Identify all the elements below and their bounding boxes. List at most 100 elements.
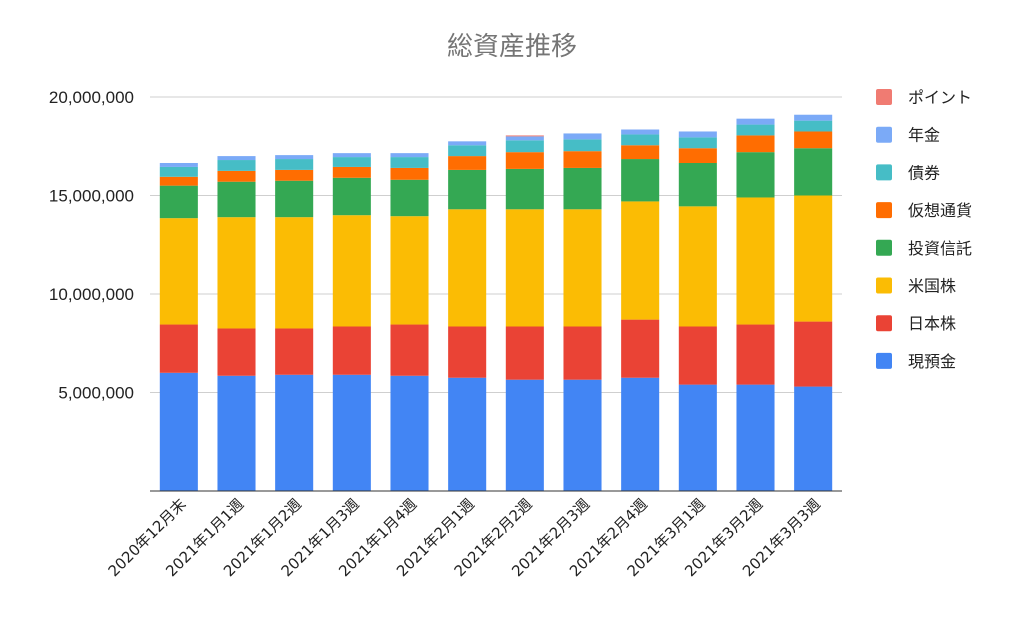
legend-label: 現預金: [908, 352, 956, 371]
bar-segment: [217, 217, 256, 329]
bar-segment: [794, 321, 833, 387]
bar-segment: [448, 209, 487, 327]
bar-segment: [159, 218, 198, 325]
bar-segment: [505, 168, 544, 210]
bar-segment: [217, 170, 256, 182]
bar-segment: [621, 377, 660, 491]
bar-segment: [505, 140, 544, 153]
bar-segment: [448, 156, 487, 170]
bar-segment: [736, 118, 775, 125]
chart-title: 総資産推移: [447, 32, 577, 62]
bar-segment: [448, 377, 487, 491]
bar-segment: [217, 328, 256, 376]
bar-segment: [332, 157, 371, 167]
bars: [150, 114, 842, 492]
bar-segment: [678, 162, 717, 207]
bar-segment: [505, 379, 544, 491]
bar-segment: [159, 324, 198, 373]
bar-segment: [390, 179, 429, 217]
bar-segment: [332, 153, 371, 158]
bar-segment: [563, 379, 602, 491]
bar-segment: [390, 157, 429, 168]
bar-segment: [390, 216, 429, 325]
x-axis-ticks: 2020年12月末2021年1月1週2021年1月2週2021年1月3週2021…: [105, 495, 824, 580]
bar-segment: [332, 326, 371, 375]
bar-segment: [736, 152, 775, 198]
bar-segment: [448, 145, 487, 157]
bar-segment: [621, 159, 660, 202]
bar-segment: [794, 195, 833, 322]
bar-segment: [621, 201, 660, 320]
legend-swatch: [876, 202, 892, 219]
bar-segment: [275, 155, 314, 160]
bar-segment: [332, 215, 371, 327]
bar-segment: [563, 139, 602, 152]
legend-label: 仮想通貨: [908, 201, 972, 220]
bar-segment: [678, 206, 717, 327]
bar-segment: [448, 326, 487, 378]
bar-segment: [332, 166, 371, 178]
legend-swatch: [876, 239, 892, 256]
bar-segment: [678, 326, 717, 385]
bar-segment: [736, 324, 775, 385]
bar-segment: [794, 131, 833, 149]
bar-segment: [678, 137, 717, 149]
bar-segment: [563, 151, 602, 168]
bar-segment: [505, 209, 544, 327]
bar-segment: [621, 319, 660, 378]
bar-segment: [505, 136, 544, 141]
bar-segment: [390, 375, 429, 491]
legend-swatch: [876, 315, 892, 332]
gridlines: [150, 96, 842, 393]
legend-label: 年金: [908, 126, 940, 145]
legend-label: 債券: [908, 163, 940, 182]
bar-segment: [448, 169, 487, 210]
legend-label: 米国株: [908, 277, 956, 296]
bar-segment: [678, 131, 717, 138]
bar-segment: [505, 135, 544, 137]
y-axis-ticks: 5,000,000 10,000,000 15,000,000 20,000,000: [49, 88, 134, 403]
bar-segment: [794, 120, 833, 132]
bar-segment: [563, 167, 602, 210]
bar-segment: [390, 153, 429, 158]
legend-label: ポイント: [908, 88, 972, 107]
legend-swatch: [876, 277, 892, 294]
bar-segment: [678, 384, 717, 491]
bar-segment: [275, 169, 314, 181]
bar-segment: [736, 135, 775, 153]
y-tick-label: 10,000,000: [49, 285, 134, 304]
bar-segment: [217, 156, 256, 161]
bar-segment: [275, 159, 314, 170]
bar-segment: [159, 162, 198, 167]
bar-segment: [217, 160, 256, 171]
bar-segment: [159, 166, 198, 177]
bar-segment: [275, 374, 314, 491]
bar-segment: [736, 384, 775, 491]
bar-segment: [794, 114, 833, 121]
y-tick-label: 5,000,000: [58, 384, 134, 403]
legend-label: 日本株: [908, 314, 956, 333]
bar-segment: [448, 141, 487, 146]
bar-segment: [794, 148, 833, 196]
bar-segment: [159, 372, 198, 491]
bar-segment: [332, 177, 371, 216]
bar-segment: [621, 134, 660, 146]
bar-segment: [563, 209, 602, 327]
legend-swatch: [876, 352, 892, 369]
bar-segment: [563, 326, 602, 380]
bar-segment: [159, 176, 198, 186]
bar-segment: [678, 148, 717, 163]
bar-segment: [275, 217, 314, 329]
bar-segment: [159, 185, 198, 219]
legend-swatch: [876, 164, 892, 181]
y-tick-label: 20,000,000: [49, 88, 134, 107]
legend-label: 投資信託: [908, 239, 972, 258]
bar-segment: [621, 129, 660, 135]
bar-segment: [275, 180, 314, 218]
bar-segment: [390, 324, 429, 376]
bar-segment: [332, 374, 371, 491]
legend-swatch: [876, 89, 892, 105]
bar-segment: [505, 326, 544, 380]
